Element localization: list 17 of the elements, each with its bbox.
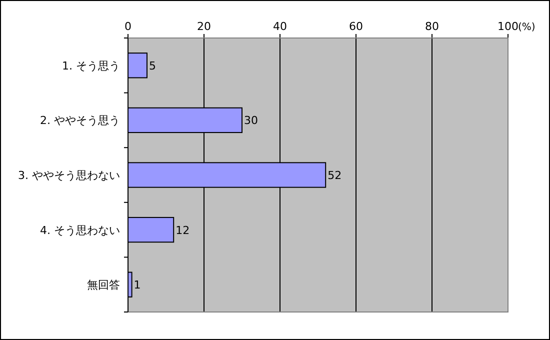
y-tick-label: 3. ややそう思わない [18,169,120,182]
y-tick-label: 1. そう思う [62,59,120,72]
data-label: 30 [244,114,258,128]
x-tick-label: 0 [124,20,132,33]
x-tick-label: 40 [273,20,287,33]
data-label: 5 [149,59,156,72]
x-tick-label: 80 [425,20,439,33]
x-axis-title: (%) [518,22,536,33]
data-label: 52 [328,169,342,182]
x-tick-label: 100 [498,20,518,33]
y-tick-label: 無回答 [87,278,120,292]
x-tick-label: 60 [349,20,363,33]
x-tick-label: 20 [197,20,211,33]
y-tick-label: 4. そう思わない [40,224,120,237]
y-tick-label: 2. ややそう思う [40,114,120,128]
data-label: 1 [134,278,141,292]
data-label: 12 [176,224,190,237]
